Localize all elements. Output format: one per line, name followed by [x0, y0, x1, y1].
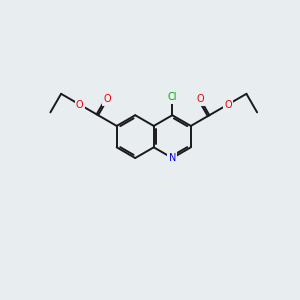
Text: O: O: [76, 100, 83, 110]
Text: O: O: [196, 94, 204, 104]
Text: O: O: [103, 94, 111, 104]
Text: O: O: [224, 100, 232, 110]
Text: N: N: [169, 153, 176, 163]
Text: Cl: Cl: [167, 92, 177, 102]
